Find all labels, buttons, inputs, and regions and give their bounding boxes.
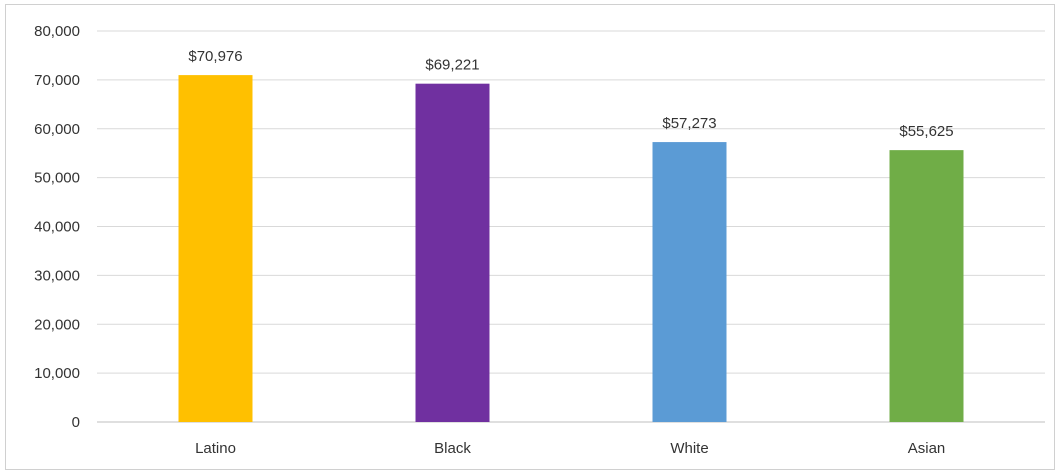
data-label-white: $57,273: [662, 115, 716, 132]
y-tick-label: 40,000: [34, 219, 80, 236]
y-tick-label: 20,000: [34, 316, 80, 333]
category-labels: Latino Black White Asian: [195, 440, 945, 457]
category-label-latino: Latino: [195, 440, 236, 457]
y-tick-label: 10,000: [34, 365, 80, 382]
y-tick-label: 30,000: [34, 267, 80, 284]
category-label-asian: Asian: [908, 440, 946, 457]
y-tick-label: 50,000: [34, 170, 80, 187]
y-tick-label: 80,000: [34, 23, 80, 40]
gridlines: [97, 30, 1045, 374]
y-tick-label: 70,000: [34, 72, 80, 89]
category-label-black: Black: [434, 440, 471, 457]
bar-white: [652, 142, 727, 422]
data-label-black: $69,221: [425, 57, 479, 74]
category-label-white: White: [670, 440, 708, 457]
y-axis-tick-labels: 0 10,000 20,000 30,000 40,000 50,000 60,000 70,…: [34, 23, 80, 431]
data-labels: $70,976 $69,221 $57,273 $55,625: [188, 48, 953, 140]
bars: [178, 75, 964, 422]
bar-latino: [178, 75, 253, 422]
data-label-asian: $55,625: [899, 123, 953, 140]
y-tick-label: 60,000: [34, 121, 80, 138]
bar-asian: [889, 150, 964, 422]
data-label-latino: $70,976: [188, 48, 242, 65]
y-tick-label: 0: [72, 414, 80, 431]
bar-black: [415, 83, 490, 422]
